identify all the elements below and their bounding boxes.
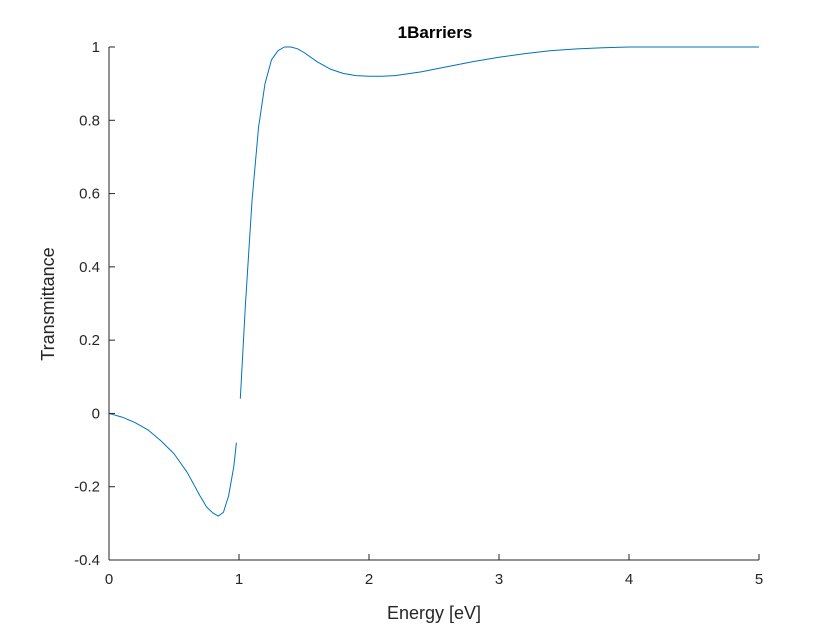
y-tick-label: -0.2 [74, 479, 100, 496]
x-tick-group: 0 1 2 3 4 5 [105, 554, 763, 588]
y-tick-group: -0.4 -0.2 0 0.2 0.4 0.6 0.8 1 [74, 39, 115, 569]
y-tick-label: 0.4 [79, 259, 100, 276]
y-tick-label: 0 [92, 405, 100, 422]
x-tick-label: 0 [105, 571, 113, 588]
y-tick-label: 0.8 [79, 112, 100, 129]
y-axis-label: Transmittance [38, 247, 58, 360]
series-line-segment-1 [108, 412, 237, 517]
x-tick-label: 5 [755, 571, 763, 588]
x-tick-label: 2 [365, 571, 373, 588]
data-line-group [108, 46, 759, 517]
x-tick-label: 4 [625, 571, 633, 588]
y-tick-label: 0.6 [79, 186, 100, 203]
series-line-segment-2 [239, 46, 759, 399]
x-tick-label: 3 [495, 571, 503, 588]
chart-title: 1Barriers [398, 23, 473, 42]
y-tick-label: 0.2 [79, 332, 100, 349]
y-tick-label: 1 [92, 39, 100, 56]
plot-area [109, 47, 759, 560]
x-tick-label: 1 [235, 571, 243, 588]
y-tick-label: -0.4 [74, 552, 100, 569]
axes [108, 47, 759, 561]
x-axis-label: Energy [eV] [387, 603, 481, 623]
